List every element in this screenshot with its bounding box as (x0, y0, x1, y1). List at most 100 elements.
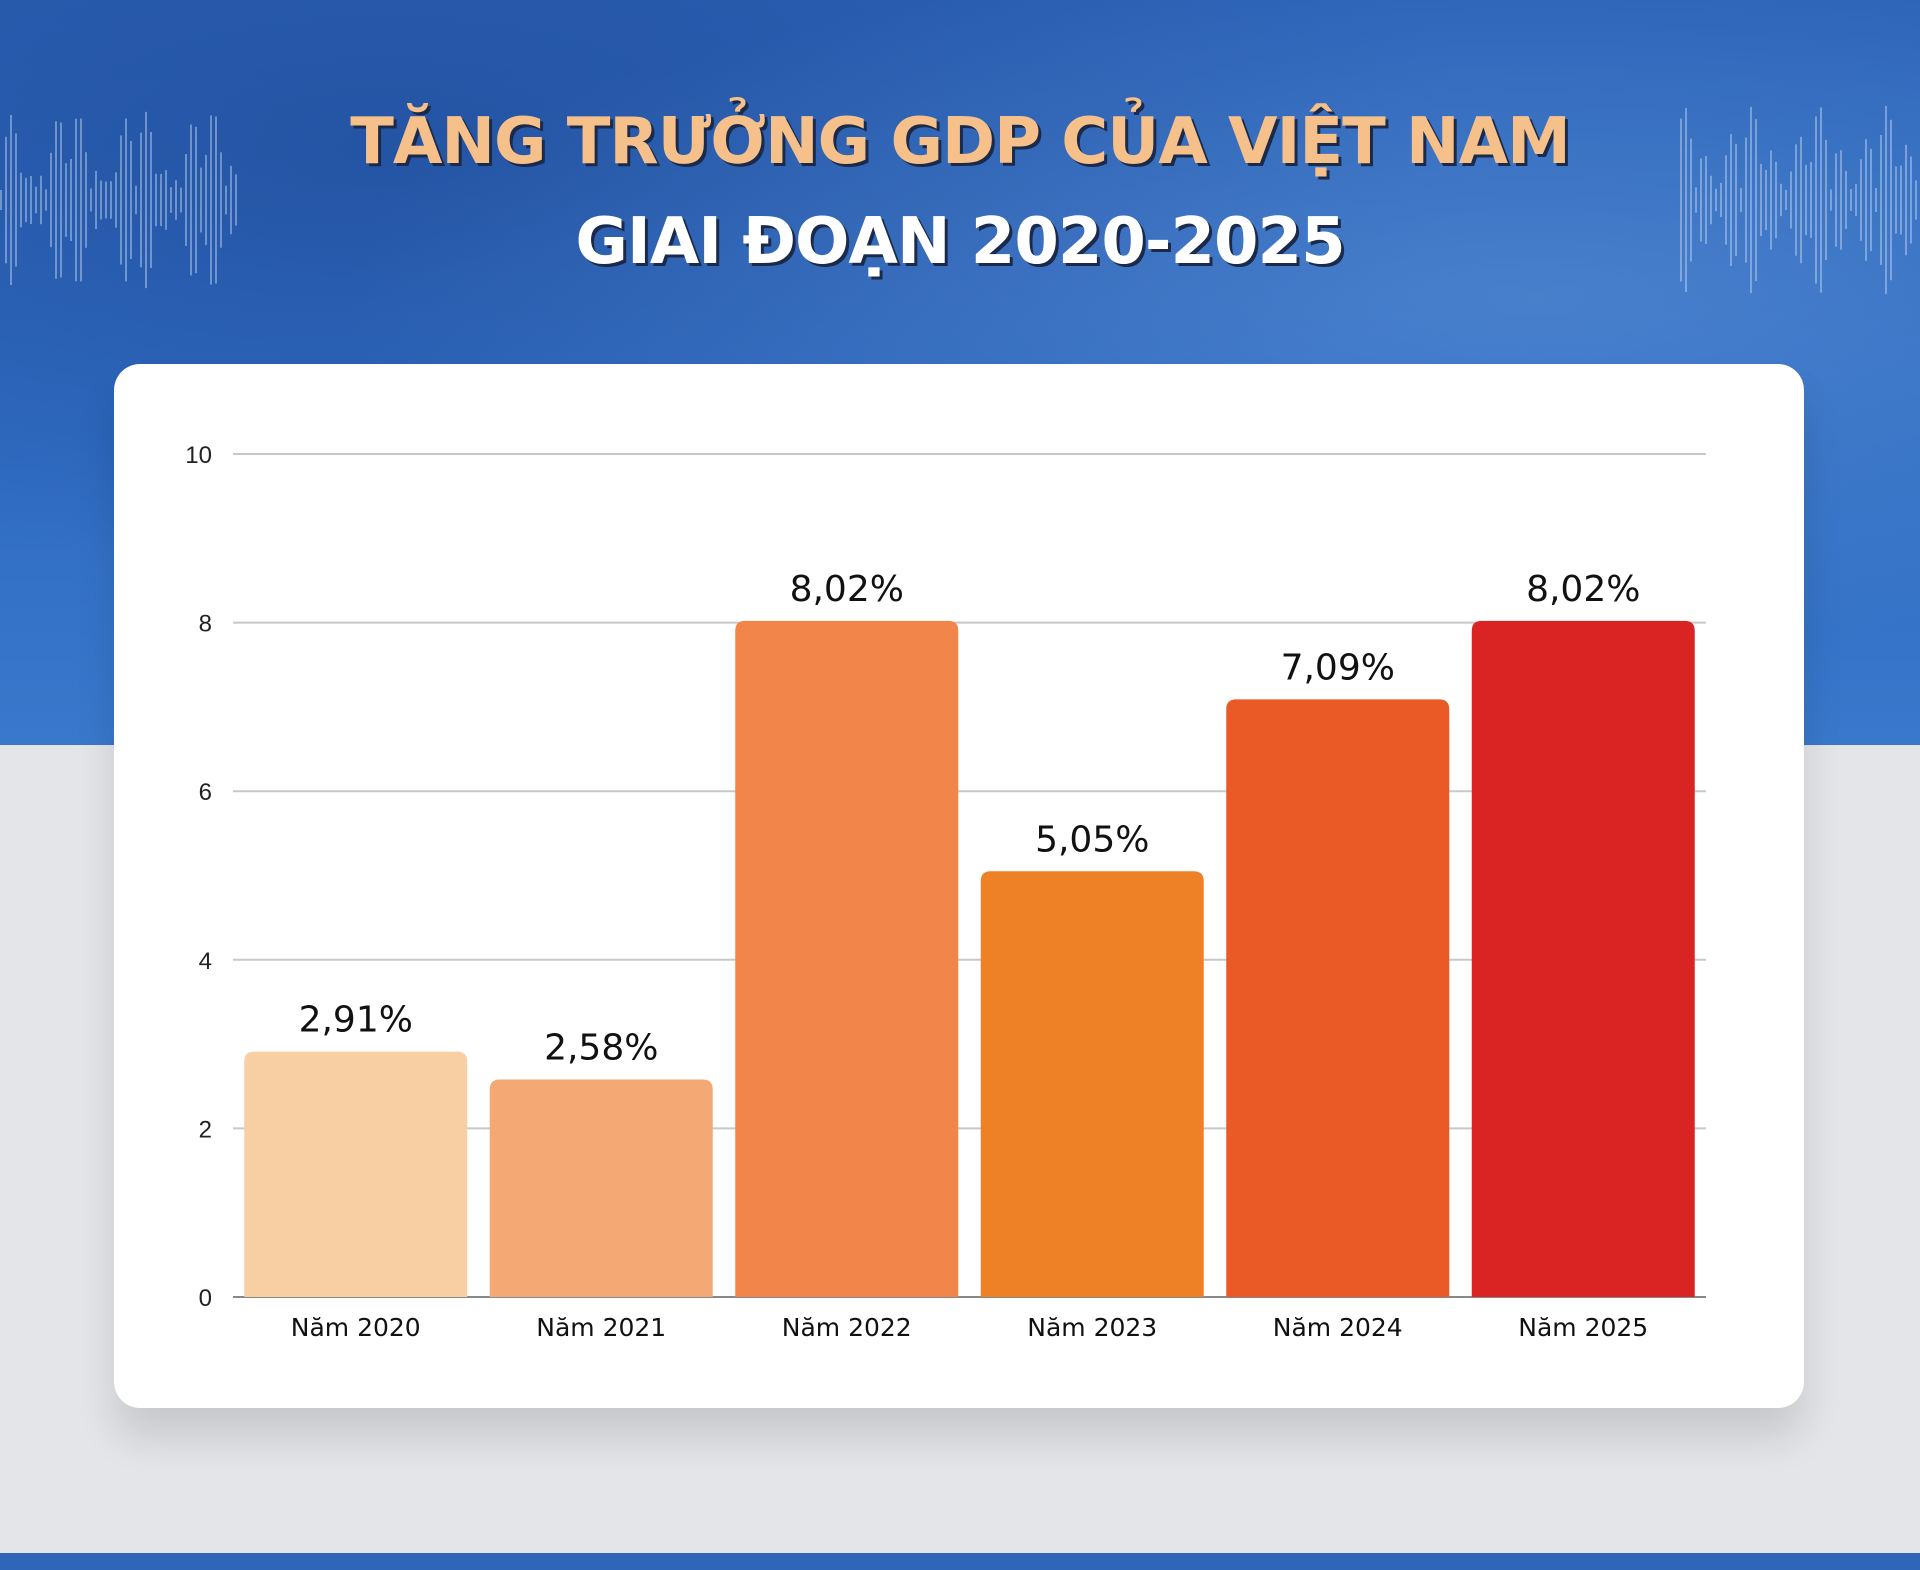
wave-bar (45, 189, 47, 211)
wave-bar (155, 173, 157, 227)
wave-bar (105, 181, 107, 219)
wave-bar (1895, 166, 1897, 234)
wave-bar (1795, 144, 1797, 256)
wave-bar (1785, 189, 1787, 211)
wave-bar (70, 158, 72, 242)
wave-bar (1705, 156, 1707, 244)
wave-bar (1850, 189, 1852, 211)
wave-bar (1885, 105, 1887, 295)
wave-bar (120, 135, 122, 265)
wave-bar (210, 115, 212, 285)
wave-bar (1740, 188, 1742, 212)
x-tick-label: Năm 2024 (1273, 1313, 1403, 1342)
wave-bar (30, 175, 32, 225)
wave-bar (0, 190, 2, 210)
data-label: 8,02% (790, 569, 904, 610)
wave-bar (180, 187, 182, 213)
wave-bar (225, 185, 227, 215)
wave-bar (80, 118, 82, 282)
wave-bar (1700, 158, 1702, 242)
wave-bar (1915, 180, 1917, 220)
wave-bar (1790, 171, 1792, 229)
wave-bar (1730, 133, 1732, 267)
wave-bar (1840, 150, 1842, 250)
wave-bar (1745, 137, 1747, 263)
wave-bar (1805, 164, 1807, 236)
y-tick-label: 0 (199, 1285, 212, 1312)
wave-bar (1680, 118, 1682, 282)
wave-bar (1780, 183, 1782, 217)
wave-bar (1770, 150, 1772, 250)
bar (980, 871, 1204, 1297)
wave-bar (10, 114, 12, 286)
wave-bar (60, 122, 62, 278)
wave-bar (150, 131, 152, 269)
y-tick-label: 8 (199, 611, 212, 638)
wave-bar (1750, 106, 1752, 294)
wave-bar (1905, 144, 1907, 256)
wave-bar (90, 188, 92, 212)
wave-bar (1835, 153, 1837, 247)
data-label: 7,09% (1281, 647, 1395, 688)
x-tick-label: Năm 2021 (536, 1313, 666, 1342)
wave-bar (1715, 188, 1717, 212)
wave-bar (190, 124, 192, 276)
wave-bar (1755, 119, 1757, 281)
wave-bar (55, 121, 57, 279)
wave-bar (1830, 189, 1832, 211)
wave-bar (1825, 139, 1827, 261)
wave-bar (160, 173, 162, 227)
wave-bar (1800, 136, 1802, 264)
wave-bar (100, 180, 102, 220)
wave-bar (1810, 162, 1812, 238)
wave-bar (1870, 148, 1872, 252)
wave-bar (1820, 107, 1822, 293)
wave-bar (1855, 184, 1857, 216)
bar (1226, 699, 1450, 1297)
wave-bar (165, 170, 167, 230)
wave-bar (1720, 182, 1722, 218)
wave-bar (1860, 159, 1862, 241)
data-label: 8,02% (1526, 569, 1640, 610)
wave-bar (235, 174, 237, 226)
wave-bar (35, 186, 37, 214)
bar (735, 620, 959, 1297)
wave-bar (1765, 169, 1767, 231)
wave-bar (40, 175, 42, 225)
data-label: 2,58% (544, 1028, 658, 1069)
sound-wave-decoration-right (1680, 105, 1917, 295)
x-tick-label: Năm 2025 (1518, 1313, 1648, 1342)
wave-bar (65, 163, 67, 237)
bar (244, 1051, 468, 1297)
wave-bar (230, 165, 232, 235)
wave-bar (215, 116, 217, 284)
y-tick-label: 2 (199, 1116, 212, 1143)
wave-bar (85, 152, 87, 248)
data-label: 2,91% (299, 1000, 413, 1041)
bar (489, 1079, 713, 1297)
title-line-2: GIAI ĐOẠN 2020-2025 (575, 205, 1345, 279)
title-line-1: TĂNG TRƯỞNG GDP CỦA VIỆT NAM (350, 105, 1571, 179)
wave-bar (1685, 107, 1687, 293)
wave-bar (220, 152, 222, 248)
wave-bar (1815, 116, 1817, 284)
wave-bar (15, 133, 17, 267)
wave-bar (110, 181, 112, 219)
wave-bar (25, 177, 27, 223)
wave-bar (1725, 155, 1727, 245)
wave-bar (1845, 170, 1847, 230)
wave-bar (195, 126, 197, 274)
wave-bar (1690, 138, 1692, 262)
y-tick-label: 6 (199, 779, 212, 806)
wave-bar (1865, 139, 1867, 261)
wave-bar (175, 180, 177, 220)
wave-bar (1880, 135, 1882, 265)
wave-bar (1695, 187, 1697, 213)
x-tick-label: Năm 2022 (782, 1313, 912, 1342)
wave-bar (20, 172, 22, 228)
wave-bar (1910, 156, 1912, 244)
wave-bar (130, 140, 132, 260)
wave-bar (75, 118, 77, 282)
y-tick-label: 4 (199, 948, 212, 975)
wave-bar (1875, 188, 1877, 212)
